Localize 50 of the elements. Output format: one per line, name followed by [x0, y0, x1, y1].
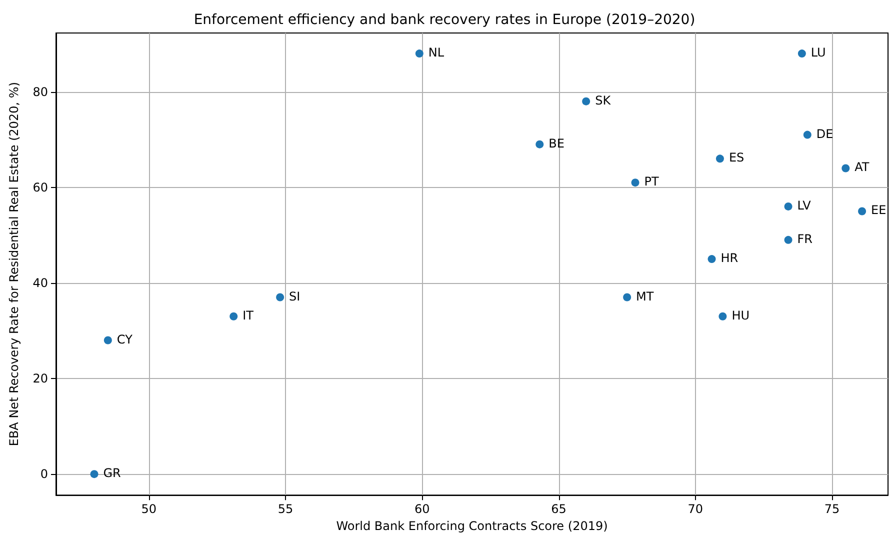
annotation: SK: [595, 93, 612, 108]
annotation: AT: [854, 160, 870, 174]
annotation: EE: [871, 203, 886, 218]
point: [803, 130, 812, 139]
y-tick-label: 40: [32, 276, 48, 290]
x-tick-label: 55: [278, 502, 294, 516]
point: [631, 178, 640, 187]
annotation: ES: [728, 150, 744, 165]
annotation: NL: [428, 46, 444, 60]
annotation: MT: [636, 289, 654, 304]
annotation: IT: [242, 308, 254, 322]
point: [858, 207, 866, 216]
point: [718, 312, 727, 320]
y-tick-label: 80: [32, 84, 48, 99]
y-tick-label: 0: [40, 467, 48, 482]
annotation: SI: [289, 289, 300, 304]
annotation: GR: [103, 466, 121, 480]
point: [536, 140, 544, 148]
x-tick-label: 65: [551, 502, 566, 516]
y-tick-label: 60: [32, 180, 48, 194]
point: [415, 50, 424, 58]
point: [276, 293, 284, 302]
annotation: DE: [816, 126, 834, 141]
x-tick-label: 50: [141, 502, 157, 516]
x-tick-label: 75: [824, 502, 840, 516]
x-tick-label: 70: [688, 502, 704, 516]
annotation: BE: [548, 136, 564, 150]
point: [784, 236, 792, 244]
point: [798, 50, 806, 58]
point: [842, 164, 850, 172]
point: [104, 336, 112, 344]
chart-title: Enforcement efficiency and bank recovery rates in Europe (2019–2020): [194, 12, 696, 28]
point: [90, 470, 98, 478]
annotation: CY: [116, 332, 134, 346]
point: [230, 312, 238, 320]
point: [582, 97, 590, 106]
annotation: LV: [797, 198, 812, 212]
annotation: LU: [810, 46, 826, 60]
y-tick-label: 20: [32, 372, 48, 386]
annotation: FR: [797, 232, 813, 246]
x-axis-title: World Bank Enforcing Contracts Score (2019): [336, 519, 608, 533]
annotation: HU: [732, 308, 750, 322]
point: [784, 202, 792, 210]
y-axis-title: EBA Net Recovery Rate for Residential Real Estate (2020, %): [7, 82, 21, 446]
annotation: HR: [720, 251, 738, 266]
point: [708, 255, 716, 264]
annotation: PT: [644, 174, 660, 189]
point: [623, 293, 632, 302]
x-tick-label: 60: [414, 502, 430, 516]
point: [716, 154, 724, 163]
